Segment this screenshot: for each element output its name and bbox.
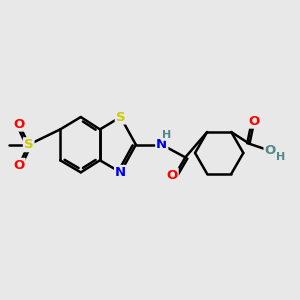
Text: S: S	[116, 110, 125, 124]
Text: O: O	[265, 144, 276, 157]
Text: S: S	[24, 138, 34, 151]
Text: H: H	[163, 130, 172, 140]
Text: O: O	[13, 118, 25, 130]
Text: N: N	[156, 138, 167, 151]
Text: H: H	[276, 152, 286, 162]
Text: N: N	[115, 166, 126, 179]
Text: O: O	[167, 169, 178, 182]
Text: O: O	[248, 115, 260, 128]
Text: O: O	[13, 159, 25, 172]
